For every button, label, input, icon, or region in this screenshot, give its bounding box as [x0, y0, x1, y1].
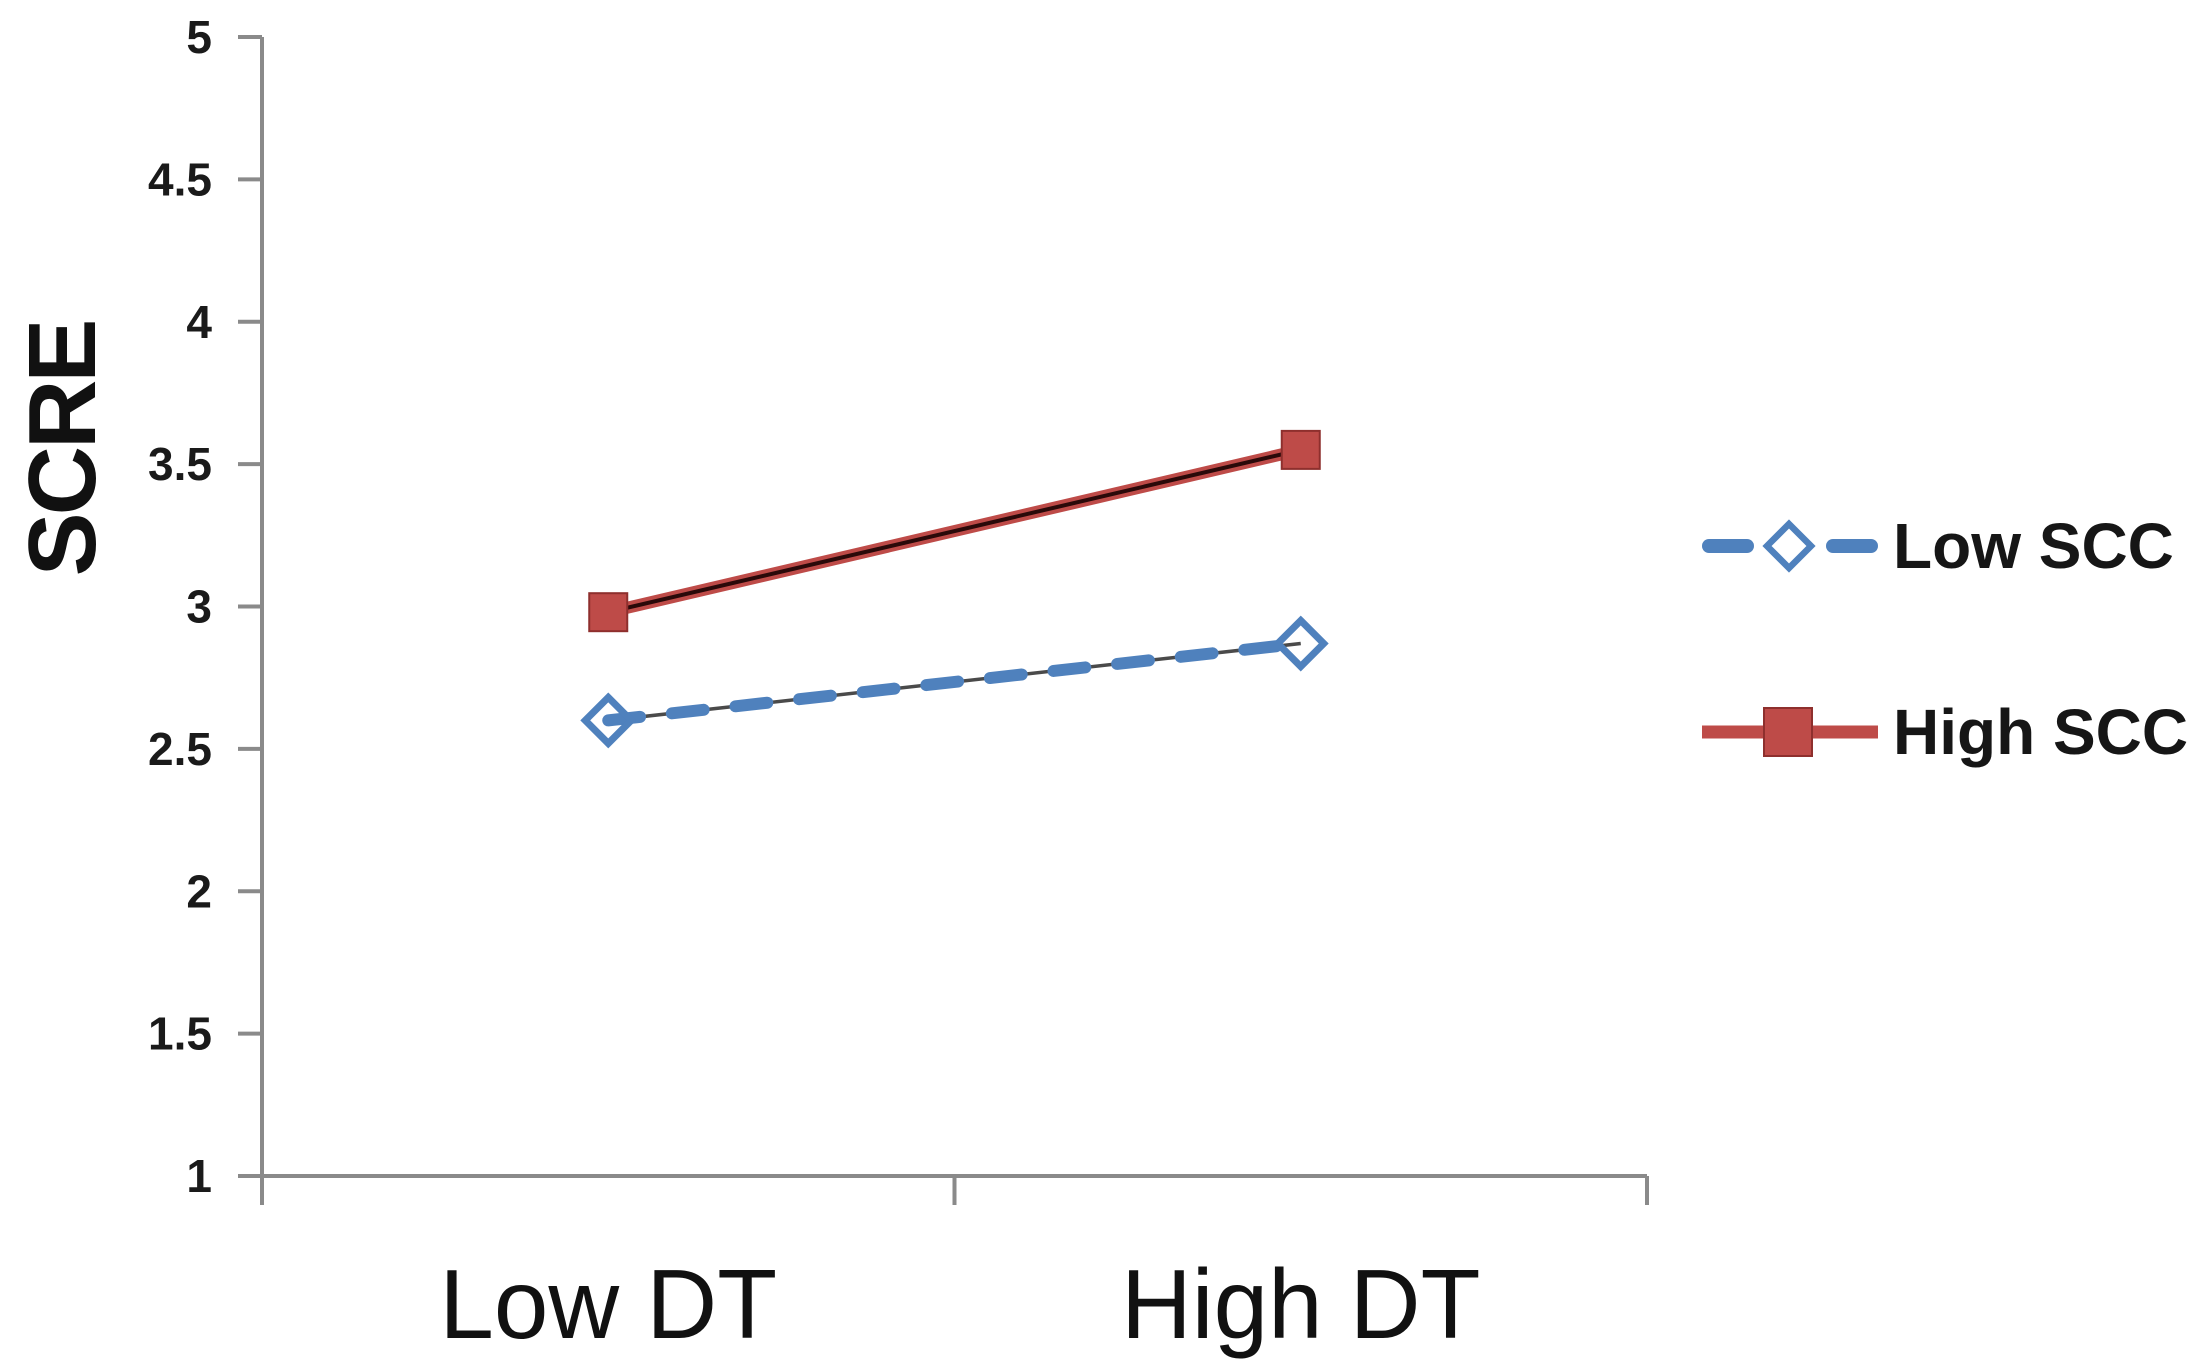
x-category-label: Low DT	[439, 1249, 777, 1359]
marker-square-icon	[1280, 429, 1321, 470]
y-tick-label: 1	[186, 1150, 212, 1202]
y-tick-label: 1.5	[148, 1008, 212, 1060]
y-tick-label: 5	[186, 11, 212, 63]
legend-dash	[1826, 539, 1878, 553]
series-line-dashed	[602, 637, 1307, 727]
y-axis-title: SCRE	[9, 321, 116, 577]
y-tick-label: 2.5	[148, 723, 212, 775]
legend-label-low-scc: Low SCC	[1893, 510, 2174, 582]
legend-diamond-icon	[1762, 519, 1816, 573]
legend-item-high-scc: High SCC	[1700, 694, 2188, 770]
legend-label-high-scc: High SCC	[1893, 696, 2189, 768]
marker-diamond-icon	[1272, 615, 1329, 672]
x-category-label: High DT	[1121, 1249, 1480, 1359]
legend-dash	[1702, 539, 1754, 553]
y-tick-label: 4	[186, 296, 212, 348]
series-core-line	[607, 447, 1302, 615]
legend-swatch-high-scc-icon	[1702, 707, 1878, 757]
y-tick-label: 3.5	[148, 438, 212, 490]
y-tick-label: 3	[186, 581, 212, 633]
legend: Low SCC High SCC	[1700, 508, 2188, 770]
y-tick-label: 4.5	[148, 153, 212, 205]
legend-item-low-scc: Low SCC	[1700, 508, 2188, 584]
marker-diamond-icon	[580, 692, 637, 749]
y-tick-label: 2	[186, 865, 212, 917]
marker-square-icon	[588, 592, 629, 633]
legend-swatch-low-scc-icon	[1702, 519, 1878, 573]
legend-square-icon	[1763, 707, 1813, 757]
